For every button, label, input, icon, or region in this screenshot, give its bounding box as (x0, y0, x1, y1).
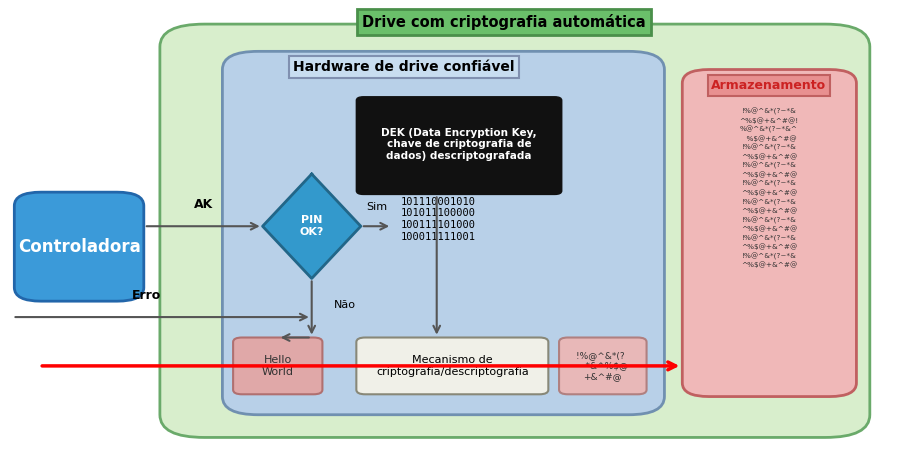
Text: Hello
World: Hello World (261, 355, 294, 377)
FancyBboxPatch shape (233, 338, 322, 394)
FancyBboxPatch shape (160, 24, 870, 437)
FancyBboxPatch shape (14, 192, 144, 301)
Text: !%@^&*(?~*&
^%$@+&^#@!
%@^&*(?~*&^
  %$@+&^#@
!%@^&*(?~*&
^%$@+&^#@
!%@^&*(?~*&
: !%@^&*(?~*& ^%$@+&^#@! %@^&*(?~*&^ %$@+&… (739, 108, 798, 268)
Text: Controladora: Controladora (18, 238, 141, 255)
Text: Armazenamento: Armazenamento (711, 79, 826, 92)
Text: Não: Não (334, 300, 356, 310)
FancyBboxPatch shape (559, 338, 647, 394)
FancyBboxPatch shape (223, 51, 665, 415)
Polygon shape (262, 174, 361, 278)
Text: PIN
OK?: PIN OK? (300, 215, 324, 237)
Text: AK: AK (194, 198, 213, 211)
FancyBboxPatch shape (357, 338, 549, 394)
FancyBboxPatch shape (682, 69, 857, 397)
Text: Drive com criptografia automática: Drive com criptografia automática (362, 14, 646, 30)
Text: Erro: Erro (132, 289, 161, 302)
Text: 101110001010
101011100000
100111101000
100011111001: 101110001010 101011100000 100111101000 1… (401, 197, 476, 241)
Text: !%@^&*(?  
~*&^%$@
+&^#@: !%@^&*(? ~*&^%$@ +&^#@ (576, 351, 630, 381)
FancyBboxPatch shape (357, 97, 562, 194)
Text: Sim: Sim (365, 202, 387, 213)
Text: Mecanismo de
criptografia/descriptografia: Mecanismo de criptografia/descriptografi… (376, 355, 529, 377)
Text: DEK (Data Encryption Key,
chave de criptografia de
dados) descriptografada: DEK (Data Encryption Key, chave de cript… (382, 128, 537, 161)
Text: Hardware de drive confiável: Hardware de drive confiável (293, 60, 515, 74)
